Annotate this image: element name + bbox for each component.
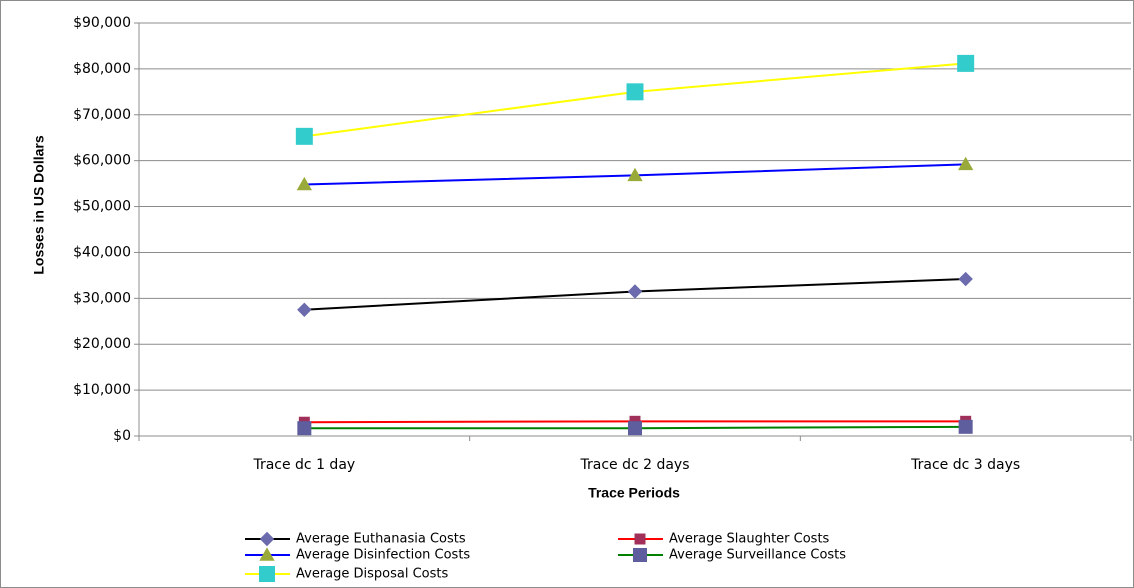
y-tick-label: $80,000	[73, 61, 131, 77]
y-tick-label: $20,000	[73, 336, 131, 352]
legend-label: Average Disposal Costs	[296, 567, 449, 582]
data-point-marker	[627, 167, 643, 182]
y-tick-label: $40,000	[73, 244, 131, 260]
series-1	[297, 271, 973, 318]
legend-label: Average Slaughter Costs	[669, 532, 830, 547]
legend-item: Average Disinfection Costs	[245, 547, 470, 563]
series-4	[297, 419, 973, 436]
x-tick-labels: Trace dc 1 day Trace dc 2 days Trace dc 3 …	[252, 457, 1020, 473]
x-tick-label: Trace dc 1 day	[252, 457, 355, 473]
gridlines	[139, 22, 1131, 391]
y-tick-label: $10,000	[73, 382, 131, 398]
legend-item: Average Surveillance Costs	[618, 548, 846, 563]
legend-label: Average Surveillance Costs	[669, 548, 846, 563]
data-point-marker	[296, 176, 312, 191]
legend-marker	[259, 547, 275, 561]
axes	[134, 22, 1132, 441]
data-point-marker	[297, 421, 312, 436]
legend-item: Average Disposal Costs	[245, 566, 449, 582]
x-tick-label: Trace dc 2 days	[579, 457, 689, 473]
data-point-marker	[958, 156, 974, 171]
legend-marker	[259, 566, 275, 582]
x-tick-label: Trace dc 3 days	[910, 457, 1020, 473]
legend-item: Average Euthanasia Costs	[245, 532, 466, 547]
data-point-marker	[297, 302, 312, 318]
data-point-marker	[958, 419, 973, 434]
legend-marker	[634, 533, 646, 545]
legend-label: Average Euthanasia Costs	[296, 532, 466, 547]
series-group	[295, 54, 975, 436]
x-axis-title: Trace Periods	[588, 485, 680, 501]
y-tick-labels: $0 $10,000 $20,000 $30,000 $40,000 $50,000 $60…	[73, 15, 131, 444]
series-5	[295, 54, 975, 145]
data-point-marker	[957, 54, 975, 72]
data-point-marker	[295, 127, 313, 145]
legend-marker	[633, 548, 647, 562]
y-tick-label: $50,000	[73, 199, 131, 215]
legend-label: Average Disinfection Costs	[296, 548, 470, 563]
y-tick-label: $30,000	[73, 290, 131, 306]
legend-marker	[259, 531, 275, 547]
y-tick-label: $0	[113, 428, 131, 444]
data-point-marker	[628, 421, 642, 436]
data-point-marker	[958, 271, 973, 287]
data-point-marker	[626, 83, 644, 101]
data-point-marker	[627, 284, 643, 299]
y-tick-label: $70,000	[73, 107, 131, 123]
legend: Average Euthanasia Costs Average Slaughte…	[245, 532, 846, 582]
y-axis-title: Losses in US Dollars	[31, 135, 47, 274]
y-tick-label: $60,000	[73, 153, 131, 169]
legend-item: Average Slaughter Costs	[618, 532, 830, 547]
y-tick-label: $90,000	[73, 15, 131, 31]
series-3	[296, 156, 974, 191]
